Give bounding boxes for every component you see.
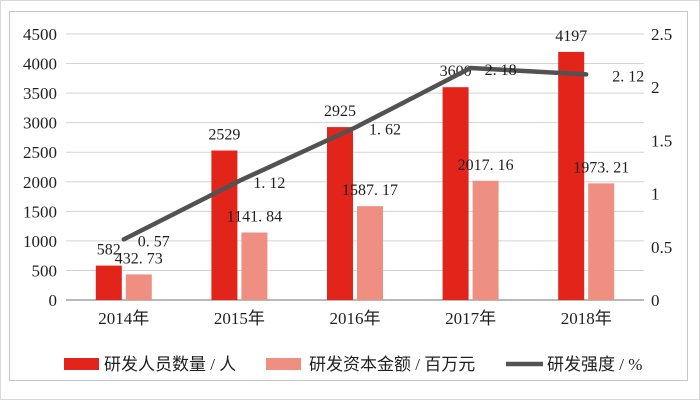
rd-personnel-bar [558,51,585,300]
left-axis-tick-label: 2000 [23,173,57,192]
x-axis-category-label: 2015年 [214,309,265,328]
right-axis-tick-label: 1 [651,185,660,204]
left-axis-tick-label: 2500 [23,143,57,162]
rd-intensity-value-label: 1. 62 [369,122,401,139]
left-axis-tick-label: 500 [32,261,58,280]
rd-capital-value-label: 432. 73 [115,250,163,267]
rd-personnel-series: 582 2529 2925 3600 4197 [95,28,587,300]
rd-capital-value-label: 1141. 84 [227,209,282,226]
left-axis-tick-label: 4000 [23,55,57,74]
legend: 研发人员数量 / 人 研发资本金额 / 百万元 研发强度 / % [64,355,642,374]
rd-personnel-bar [442,87,469,300]
left-axis-tick-label: 1500 [23,202,57,221]
left-axis: 0 500 1000 1500 2000 2500 3000 3500 4000 4500 [23,25,57,310]
legend-label: 研发人员数量 / 人 [104,355,236,374]
x-axis-category-label: 2016年 [330,309,381,328]
rd-personnel-bar [95,265,122,300]
rd-personnel-value-label: 2925 [324,103,356,120]
x-axis-category-label: 2017年 [445,309,496,328]
rd-personnel-value-label: 2529 [208,127,240,144]
rd-personnel-bar [327,127,353,300]
rd-capital-bar [357,206,383,300]
right-axis-tick-label: 0.5 [651,238,672,257]
legend-swatch [64,358,99,370]
rd-capital-value-label: 1973. 21 [573,159,629,176]
x-axis: 2014年 2015年 2016年 2017年 2018年 [98,309,611,328]
left-axis-tick-label: 1000 [23,232,57,251]
rd-intensity-series: 0. 57 1. 12 1. 62 2. 18 2. 12 [121,62,644,250]
gridlines [66,33,644,271]
rd-personnel-value-label: 582 [97,242,121,259]
rd-personnel-bar [211,150,238,300]
rd-personnel-value-label: 4197 [555,28,587,45]
rd-capital-value-label: 1587. 17 [342,182,398,199]
left-axis-tick-label: 3000 [23,114,57,133]
legend-label: 研发强度 / % [547,355,642,374]
left-axis-tick-label: 4500 [23,25,57,44]
rd-intensity-line [121,65,589,242]
rd-capital-series: 432. 73 1141. 84 1587. 17 2017. 16 1973. 21 [115,157,629,300]
right-axis-tick-label: 2 [651,78,660,97]
x-axis-category-label: 2018年 [561,309,612,328]
rd-personnel-value-label: 3600 [440,63,472,80]
rd-intensity-value-label: 2. 12 [612,68,644,85]
right-axis-tick-label: 2.5 [651,25,672,44]
rd-capital-bar [588,183,615,300]
x-axis-category-label: 2014年 [98,309,149,328]
rd-intensity-value-label: 1. 12 [253,175,285,192]
legend-swatch [266,358,301,370]
right-axis-tick-label: 0 [651,291,660,310]
rd-capital-bar [241,232,268,300]
rd-intensity-value-label: 0. 57 [138,233,170,250]
right-axis: 0 0.5 1 1.5 2 2.5 [651,25,672,310]
right-axis-tick-label: 1.5 [651,131,672,150]
left-axis-tick-label: 0 [49,291,58,310]
left-axis-tick-label: 3500 [23,84,57,103]
rd-capital-bar [125,274,152,300]
rd-capital-value-label: 2017. 16 [458,157,514,174]
rd-intensity-value-label: 2. 18 [485,62,517,79]
rd-capital-bar [472,180,499,300]
legend-label: 研发资本金额 / 百万元 [309,355,475,374]
